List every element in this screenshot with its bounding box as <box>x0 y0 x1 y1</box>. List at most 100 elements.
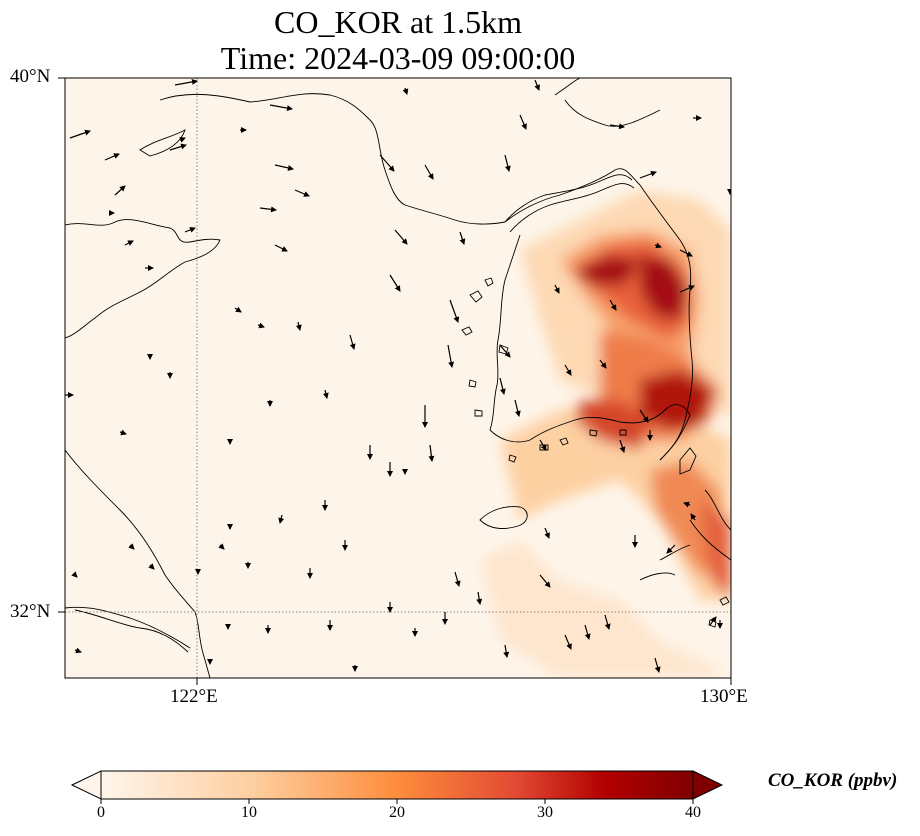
colorbar-tick-10: 10 <box>241 804 257 821</box>
wind-arrow <box>274 164 294 171</box>
yangtze-estuary <box>65 606 191 649</box>
wind-arrow <box>124 240 134 246</box>
wind-arrow <box>564 364 572 376</box>
wind-arrow <box>476 591 483 605</box>
wind-arrow <box>234 306 242 313</box>
wind-arrow <box>514 399 521 417</box>
colorbar-label: CO_KOR (ppbv) <box>768 770 898 791</box>
wind-arrow <box>639 170 657 179</box>
wind-arrow <box>454 571 461 587</box>
wind-arrow <box>504 154 511 172</box>
colorbar-tick-0: 0 <box>97 804 105 821</box>
wind-arrow <box>257 322 265 329</box>
wind-arrow <box>402 87 409 95</box>
wind-arrow <box>394 229 408 245</box>
northeast-coast <box>554 78 661 127</box>
map-title: CO_KOR at 1.5km <box>274 4 522 40</box>
wind-arrow <box>428 444 435 462</box>
wind-arrow <box>666 544 676 554</box>
wind-arrow <box>389 274 401 292</box>
jeju-island <box>479 506 528 529</box>
colorbar-gradient <box>101 771 693 799</box>
colorbar-min-extend <box>70 770 102 800</box>
wind-arrow <box>564 634 572 650</box>
wind-arrow <box>278 514 285 524</box>
colorbar-tick-20: 20 <box>389 804 405 821</box>
wind-arrow <box>690 513 697 521</box>
yalu-river <box>504 174 633 223</box>
wind-arrow <box>683 501 691 508</box>
axis-ticks <box>58 77 732 685</box>
wind-vectors <box>65 78 731 673</box>
wind-arrow <box>609 123 625 130</box>
wind-arrow <box>104 153 120 161</box>
wind-arrow <box>269 104 293 112</box>
wind-arrow <box>349 334 356 350</box>
colorbar-tick-30: 30 <box>537 804 553 821</box>
lat-label-32n: 32°N <box>10 601 51 622</box>
tsushima <box>679 447 697 475</box>
wind-arrow <box>295 321 302 331</box>
wind-arrow <box>539 439 547 451</box>
wind-arrow <box>654 242 662 249</box>
wind-arrow <box>619 439 626 453</box>
wind-arrow <box>114 185 126 196</box>
lon-label-122e: 122°E <box>170 686 218 707</box>
wind-arrow <box>503 644 510 658</box>
korea-east-coast <box>639 184 693 461</box>
wind-arrow <box>71 571 78 578</box>
colorbar-tick-40: 40 <box>685 804 701 821</box>
wind-arrow <box>184 227 196 233</box>
wind-arrow <box>218 543 225 550</box>
wind-arrow <box>447 344 455 368</box>
wind-arrow <box>709 616 717 626</box>
wind-arrow <box>499 344 511 358</box>
wind-arrow <box>259 206 277 213</box>
wind-arrow <box>322 389 329 399</box>
jiangsu-coast <box>65 449 211 678</box>
wind-arrow <box>544 527 550 539</box>
wind-arrow <box>604 614 611 630</box>
wind-arrow <box>449 299 460 323</box>
lat-label-40n: 40°N <box>10 66 51 87</box>
wind-arrow <box>499 377 506 395</box>
yangtze-shore <box>74 609 189 653</box>
wind-arrow <box>179 137 186 143</box>
wind-arrow <box>294 189 310 197</box>
wind-arrow <box>148 563 155 570</box>
wind-arrow <box>274 244 288 252</box>
colorbar-max-extend <box>692 770 724 800</box>
wind-arrow <box>424 164 434 180</box>
gridlines <box>65 78 731 678</box>
wind-arrow <box>69 129 91 139</box>
shandong-coast <box>65 219 221 339</box>
wind-arrow <box>679 249 693 257</box>
wind-arrow <box>679 285 695 293</box>
wind-arrow <box>534 79 540 91</box>
wind-arrow <box>379 154 395 172</box>
wind-arrow <box>539 574 551 588</box>
wind-arrow <box>599 359 607 369</box>
coastlines <box>65 78 731 678</box>
wind-arrow <box>584 624 591 640</box>
wind-arrow <box>119 429 127 436</box>
map-time-subtitle: Time: 2024-03-09 09:00:00 <box>220 40 576 76</box>
wind-arrow <box>459 231 466 245</box>
wind-arrow <box>169 143 187 151</box>
korea-west-south-coast <box>489 234 691 461</box>
wind-arrow <box>174 78 198 86</box>
yalu-river-2 <box>509 183 635 233</box>
north-korea-coast <box>159 93 641 225</box>
wind-arrow <box>654 657 661 673</box>
wind-arrow <box>554 284 560 294</box>
wind-arrow <box>639 409 649 423</box>
wind-arrow <box>609 299 617 311</box>
concentration-field <box>480 190 731 678</box>
map-frame <box>64 77 732 679</box>
wind-arrow <box>128 543 135 550</box>
liaodong-tip <box>139 129 186 157</box>
lon-label-130e: 130°E <box>700 686 748 707</box>
kyushu-coast <box>639 489 731 581</box>
